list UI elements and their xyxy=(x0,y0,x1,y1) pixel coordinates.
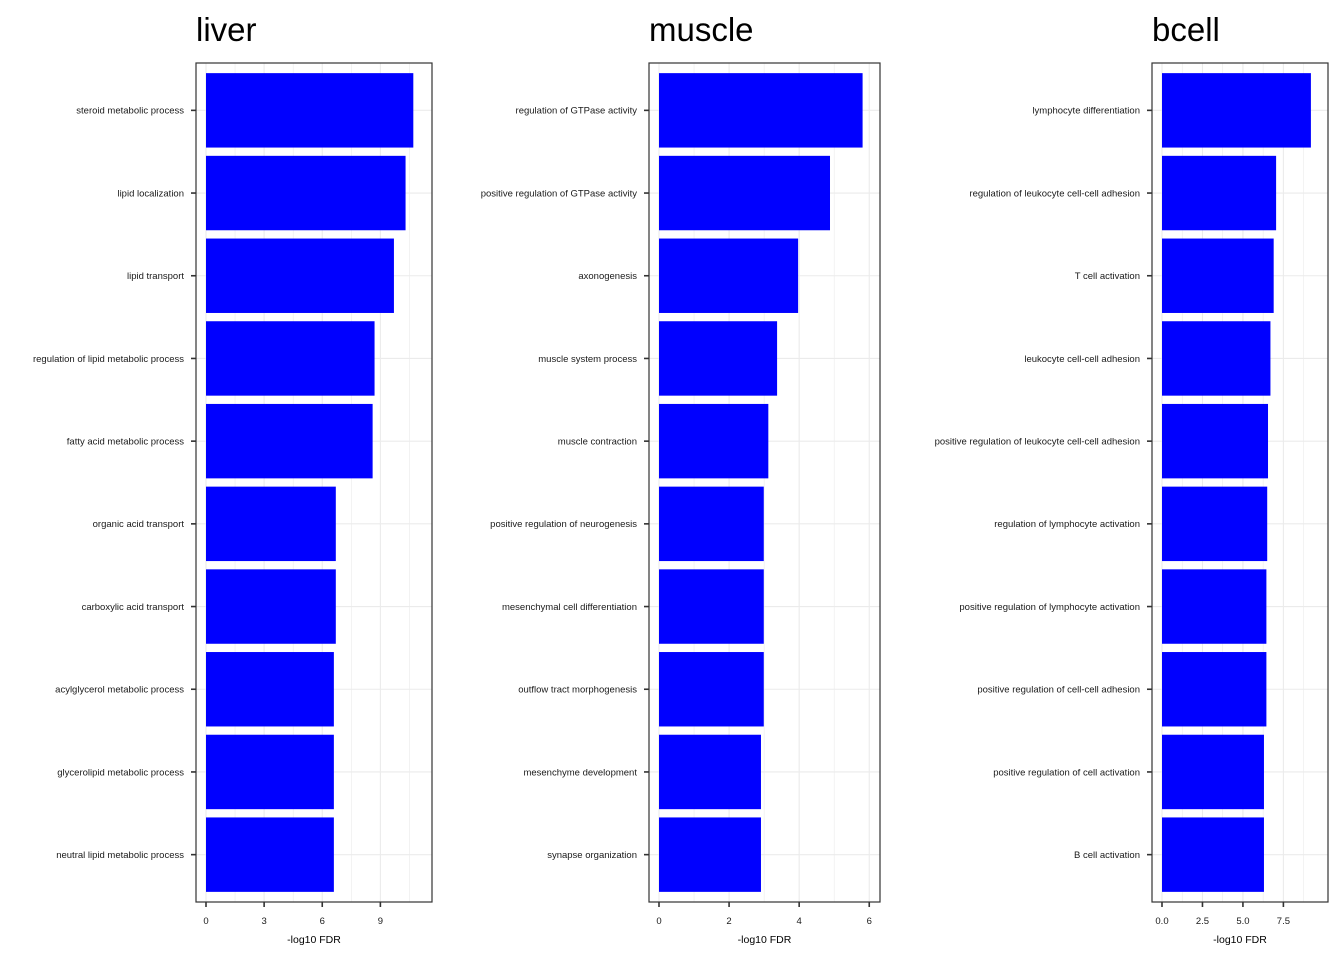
x-tick-label: 5.0 xyxy=(1236,916,1249,927)
panel-border xyxy=(1151,62,1329,903)
bar-bcell-7 xyxy=(1162,569,1267,644)
bar-liver-8 xyxy=(206,652,334,727)
y-tick-label: mesenchyme development xyxy=(523,767,637,778)
x-tick-label: 0.0 xyxy=(1155,916,1168,927)
panel-title: muscle xyxy=(649,11,754,48)
bar-muscle-4 xyxy=(659,321,778,396)
bar-liver-1 xyxy=(206,73,414,148)
y-tick-label: outflow tract morphogenesis xyxy=(518,685,637,696)
bar-bcell-4 xyxy=(1162,321,1271,396)
x-tick-label: 9 xyxy=(378,916,383,927)
y-tick-label: leukocyte cell-cell adhesion xyxy=(1024,354,1140,365)
x-axis-title: -log10 FDR xyxy=(287,934,341,946)
y-tick-label: mesenchymal cell differentiation xyxy=(502,602,637,613)
y-tick-label: lipid transport xyxy=(127,271,184,282)
panel-border xyxy=(648,62,881,903)
panel-liver: steroid metabolic process lipid localizat… xyxy=(33,11,433,946)
y-tick-label: organic acid transport xyxy=(93,519,185,530)
y-tick-label: B cell activation xyxy=(1074,850,1140,861)
x-tick-label: 0 xyxy=(656,916,661,927)
bar-muscle-3 xyxy=(659,238,799,313)
bar-bcell-2 xyxy=(1162,155,1277,231)
bar-muscle-6 xyxy=(659,486,764,562)
x-tick-label: 0 xyxy=(203,916,208,927)
y-tick-label: positive regulation of GTPase activity xyxy=(481,188,638,199)
x-tick-label: 4 xyxy=(797,916,802,927)
y-tick-label: carboxylic acid transport xyxy=(82,602,185,613)
x-tick-label: 7.5 xyxy=(1277,916,1290,927)
y-tick-label: muscle contraction xyxy=(558,436,637,447)
y-tick-label: fatty acid metabolic process xyxy=(67,436,184,447)
bar-muscle-1 xyxy=(659,73,863,148)
x-axis-title: -log10 FDR xyxy=(1213,934,1267,946)
y-tick-label: positive regulation of lymphocyte activa… xyxy=(959,602,1140,613)
bar-muscle-5 xyxy=(659,403,769,479)
bar-liver-2 xyxy=(206,155,406,231)
x-tick-label: 6 xyxy=(320,916,325,927)
bar-bcell-10 xyxy=(1162,817,1264,892)
bar-muscle-9 xyxy=(659,734,761,810)
x-tick-label: 2.5 xyxy=(1196,916,1209,927)
y-tick-label: lymphocyte differentiation xyxy=(1032,106,1140,117)
y-tick-label: lipid localization xyxy=(117,188,184,199)
bar-liver-5 xyxy=(206,403,373,479)
y-tick-label: regulation of lipid metabolic process xyxy=(33,354,184,365)
y-tick-label: steroid metabolic process xyxy=(76,106,184,117)
y-tick-label: positive regulation of cell activation xyxy=(993,767,1140,778)
bar-liver-7 xyxy=(206,569,336,644)
bar-muscle-7 xyxy=(659,569,764,644)
bar-bcell-5 xyxy=(1162,403,1269,479)
x-tick-label: 3 xyxy=(261,916,266,927)
bar-bcell-1 xyxy=(1162,73,1311,148)
y-tick-label: regulation of lymphocyte activation xyxy=(994,519,1140,530)
bar-bcell-8 xyxy=(1162,652,1267,727)
bar-bcell-9 xyxy=(1162,734,1264,810)
y-tick-label: axonogenesis xyxy=(578,271,637,282)
x-tick-label: 2 xyxy=(726,916,731,927)
bar-liver-9 xyxy=(206,734,334,810)
bar-liver-3 xyxy=(206,238,394,313)
x-axis-title: -log10 FDR xyxy=(738,934,792,946)
bar-liver-6 xyxy=(206,486,336,562)
y-tick-label: positive regulation of cell-cell adhesio… xyxy=(977,685,1140,696)
y-tick-label: muscle system process xyxy=(538,354,637,365)
bar-bcell-3 xyxy=(1162,238,1274,313)
y-tick-label: positive regulation of neurogenesis xyxy=(490,519,637,530)
y-tick-label: synapse organization xyxy=(547,850,637,861)
y-tick-label: neutral lipid metabolic process xyxy=(56,850,184,861)
panel-title: bcell xyxy=(1152,11,1220,48)
bar-muscle-2 xyxy=(659,155,831,231)
y-tick-label: regulation of leukocyte cell-cell adhesi… xyxy=(969,188,1140,199)
y-tick-label: acylglycerol metabolic process xyxy=(55,685,184,696)
y-tick-label: glycerolipid metabolic process xyxy=(57,767,184,778)
panel-title: liver xyxy=(196,11,257,48)
y-tick-label: regulation of GTPase activity xyxy=(516,106,638,117)
y-tick-label: positive regulation of leukocyte cell-ce… xyxy=(935,436,1140,447)
panel-muscle: regulation of GTPase activity positive re… xyxy=(481,11,881,946)
bar-muscle-8 xyxy=(659,652,764,727)
bar-liver-10 xyxy=(206,817,334,892)
bar-muscle-10 xyxy=(659,817,761,892)
x-tick-label: 6 xyxy=(867,916,872,927)
panel-bcell: lymphocyte differentiation regulation of … xyxy=(935,11,1329,946)
bar-bcell-6 xyxy=(1162,486,1268,562)
panel-border xyxy=(195,62,433,903)
bar-liver-4 xyxy=(206,321,375,396)
y-tick-label: T cell activation xyxy=(1075,271,1140,282)
